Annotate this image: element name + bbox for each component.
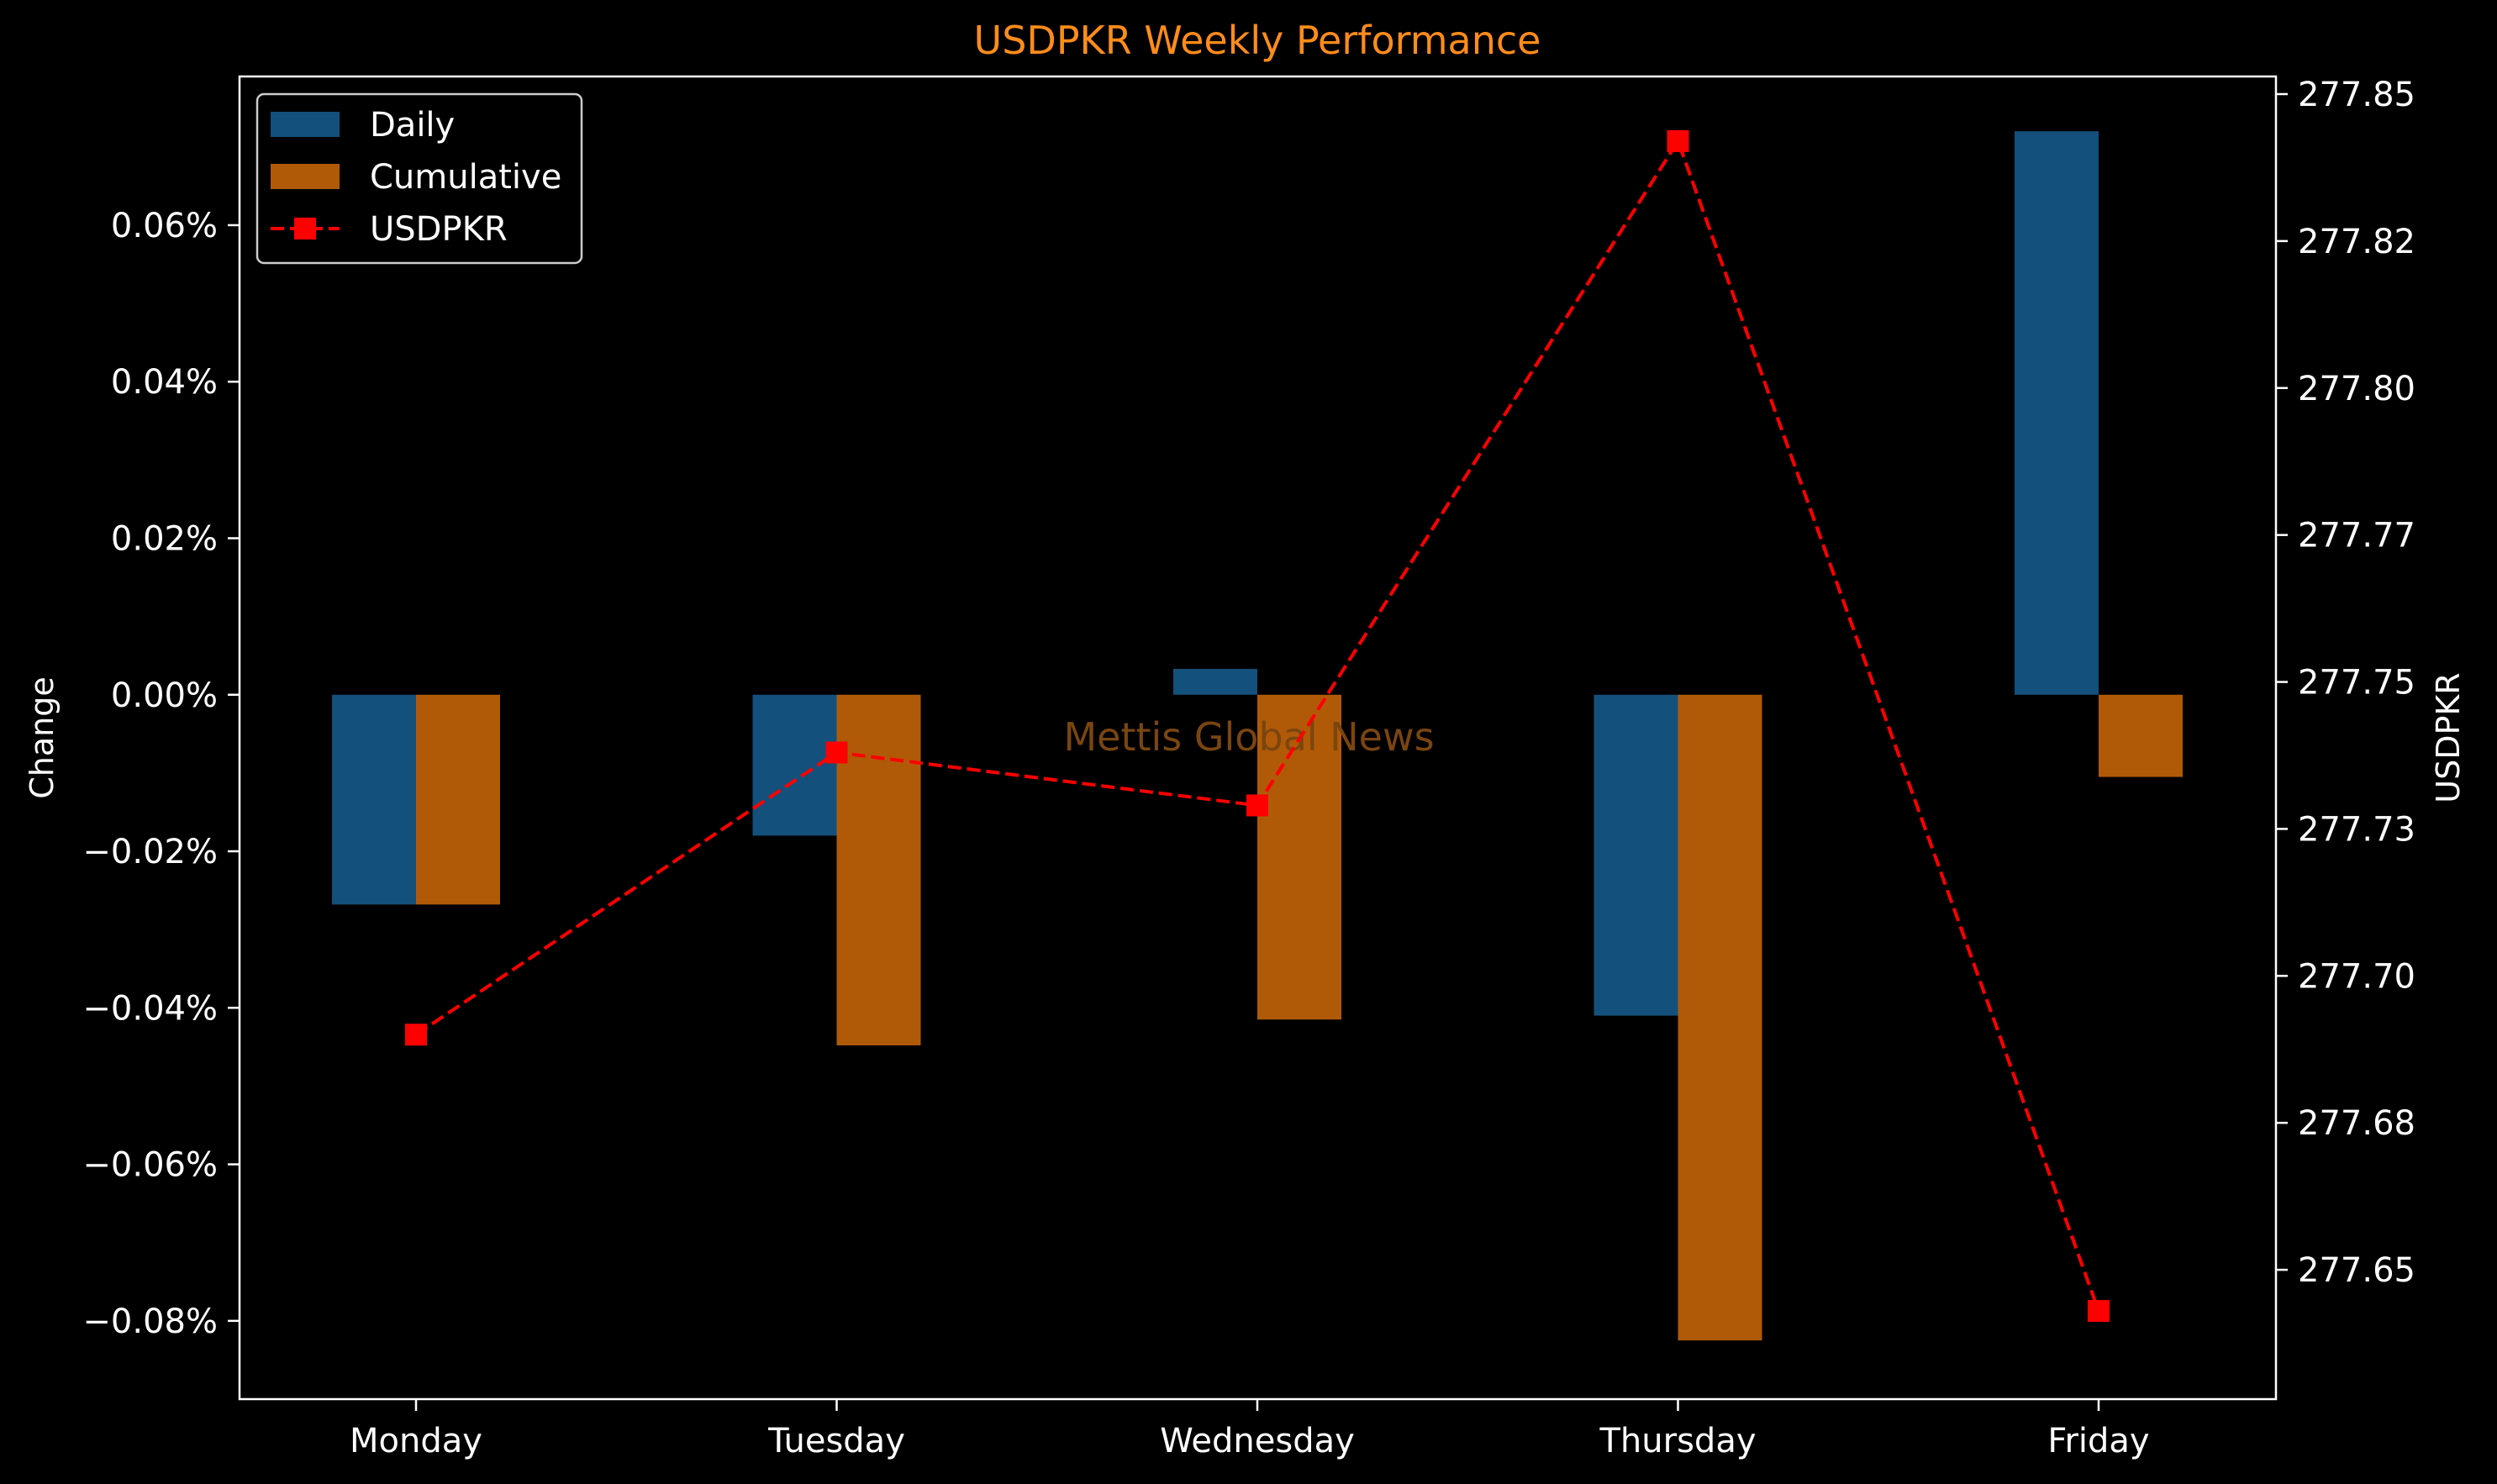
bars-group [332,131,2183,1341]
left-tick-label: 0.06% [111,207,218,245]
left-axis-title: Change [24,676,61,799]
legend-label-usdpkr: USDPKR [370,210,508,249]
usdpkr-point-friday [2088,1300,2110,1323]
x-tick-label: Wednesday [1160,1422,1355,1460]
right-tick-label: 277.70 [2298,957,2415,996]
watermark: Mettis Global News [1063,714,1434,760]
x-tick-label: Friday [2047,1422,2149,1460]
right-tick-label: 277.75 [2298,664,2415,703]
right-tick-label: 277.65 [2298,1251,2415,1290]
left-tick-label: −0.06% [82,1146,218,1185]
legend-marker-usdpkr [294,218,316,239]
x-tick-label: Thursday [1599,1422,1757,1460]
legend-swatch-daily [271,112,340,137]
right-tick-label: 277.85 [2298,76,2415,114]
right-tick-label: 277.73 [2298,810,2415,849]
left-tick-label: 0.02% [111,520,218,559]
bar-daily-tuesday [752,694,837,836]
usdpkr-point-monday [405,1024,427,1046]
right-tick-label: 277.68 [2298,1104,2415,1143]
right-axis-title: USDPKR [2430,672,2467,803]
right-y-axis: 277.65 277.68 277.70 277.73 277.75 277.77 277.… [2276,76,2415,1290]
legend-label-daily: Daily [370,106,455,145]
left-tick-label: 0.00% [111,676,218,715]
right-tick-label: 277.77 [2298,517,2415,555]
left-tick-label: −0.04% [82,989,218,1028]
bar-cumulative-thursday [1678,694,1762,1341]
usdpkr-point-tuesday [825,741,848,764]
bar-cumulative-wednesday [1257,694,1341,1020]
bar-daily-friday [2015,131,2099,695]
left-tick-label: −0.08% [82,1302,218,1341]
usdpkr-point-wednesday [1246,794,1268,817]
right-tick-label: 277.82 [2298,223,2415,261]
left-tick-label: −0.02% [82,833,218,871]
bar-daily-wednesday [1173,669,1257,695]
chart-title: USDPKR Weekly Performance [974,18,1541,63]
bar-cumulative-tuesday [836,694,921,1046]
bar-cumulative-friday [2099,694,2183,777]
left-tick-label: 0.04% [111,363,218,402]
bar-cumulative-monday [416,694,500,905]
plot-frame [238,75,2278,1401]
usdpkr-point-thursday [1667,129,1689,152]
left-y-axis: −0.08% −0.06% −0.04% −0.02% 0.00% 0.02% 0.04% 0… [82,207,240,1341]
usdpkr-line-group [405,129,2110,1323]
bar-daily-thursday [1594,694,1678,1016]
x-axis: Monday Tuesday Wednesday Thursday Friday [350,1399,2150,1460]
bar-daily-monday [332,694,416,905]
legend-swatch-cumulative [271,164,340,189]
legend-label-cumulative: Cumulative [370,158,561,197]
right-tick-label: 277.80 [2298,370,2415,408]
legend: Daily Cumulative USDPKR [255,92,583,265]
x-tick-label: Monday [350,1422,482,1460]
x-tick-label: Tuesday [767,1422,905,1460]
